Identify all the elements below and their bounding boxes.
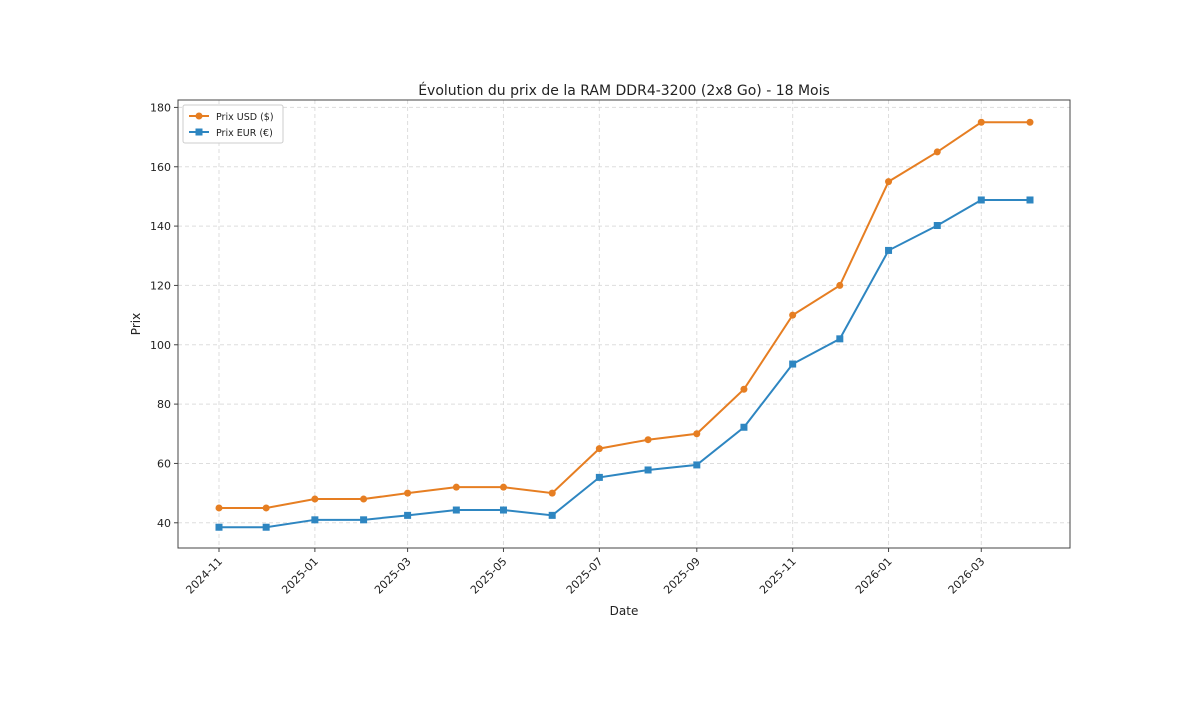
data-point-usd bbox=[452, 483, 460, 491]
data-point-eur bbox=[693, 461, 701, 469]
data-point-usd bbox=[740, 385, 748, 393]
data-point-eur bbox=[740, 423, 748, 431]
y-tick-label: 40 bbox=[157, 517, 171, 530]
data-point-eur bbox=[499, 506, 507, 514]
data-point-usd bbox=[1026, 118, 1034, 126]
data-point-usd bbox=[836, 281, 844, 289]
y-tick-label: 180 bbox=[150, 101, 171, 114]
data-point-usd bbox=[215, 504, 223, 512]
legend-marker-circle bbox=[195, 112, 203, 120]
legend-box bbox=[182, 104, 284, 144]
data-point-eur bbox=[933, 221, 941, 229]
legend-label: Prix USD ($) bbox=[216, 112, 274, 123]
y-tick-label: 80 bbox=[157, 398, 171, 411]
legend-label: Prix EUR (€) bbox=[216, 128, 273, 139]
data-point-eur bbox=[452, 506, 460, 514]
y-tick-label: 160 bbox=[150, 161, 171, 174]
data-point-usd bbox=[548, 489, 556, 497]
data-point-usd bbox=[360, 495, 368, 503]
series-line-usd bbox=[219, 121, 1030, 509]
legend: Prix USD ($) Prix EUR (€) bbox=[182, 104, 284, 144]
data-point-usd bbox=[644, 436, 652, 444]
data-point-eur bbox=[548, 511, 556, 519]
data-point-usd bbox=[885, 178, 893, 186]
data-point-usd bbox=[693, 430, 701, 438]
grid bbox=[178, 100, 1070, 548]
axis-ticks: 40 60 80 100 120 140 160 180 2024-11 2025-01 2025-… bbox=[150, 101, 987, 596]
data-point-usd bbox=[499, 483, 507, 491]
x-axis-label: Date bbox=[610, 604, 639, 618]
y-tick-label: 120 bbox=[150, 279, 171, 292]
data-point-usd bbox=[595, 445, 603, 453]
data-point-usd bbox=[404, 489, 412, 497]
data-point-eur bbox=[977, 196, 985, 204]
data-point-eur bbox=[311, 516, 319, 524]
data-point-usd bbox=[262, 504, 270, 512]
data-point-eur bbox=[789, 360, 797, 368]
y-axis-label: Prix bbox=[129, 313, 143, 335]
x-tick-label: 2025-03 bbox=[372, 555, 414, 597]
series-group bbox=[215, 118, 1034, 531]
data-point-usd bbox=[789, 311, 797, 319]
x-tick-label: 2026-03 bbox=[946, 555, 988, 597]
x-tick-label: 2025-07 bbox=[564, 555, 606, 597]
data-point-eur bbox=[836, 335, 844, 343]
data-point-eur bbox=[360, 516, 368, 524]
x-tick-label: 2025-05 bbox=[468, 555, 510, 597]
data-point-usd bbox=[311, 495, 319, 503]
data-point-eur bbox=[404, 511, 412, 519]
data-point-eur bbox=[644, 466, 652, 474]
chart-title: Évolution du prix de la RAM DDR4-3200 (2… bbox=[418, 82, 830, 99]
data-point-eur bbox=[262, 523, 270, 531]
data-point-usd bbox=[933, 148, 941, 156]
x-tick-label: 2026-01 bbox=[853, 555, 895, 597]
data-point-eur bbox=[215, 523, 223, 531]
legend-marker-square bbox=[195, 128, 203, 136]
series-line-eur bbox=[219, 198, 1030, 529]
y-tick-label: 100 bbox=[150, 339, 171, 352]
x-tick-label: 2024-11 bbox=[183, 555, 225, 597]
data-point-usd bbox=[977, 118, 985, 126]
data-point-eur bbox=[595, 473, 603, 481]
x-tick-label: 2025-11 bbox=[757, 555, 799, 597]
x-tick-label: 2025-09 bbox=[661, 555, 703, 597]
y-tick-label: 60 bbox=[157, 457, 171, 470]
y-tick-label: 140 bbox=[150, 220, 171, 233]
plot-frame bbox=[177, 99, 1071, 549]
x-tick-label: 2025-01 bbox=[279, 555, 321, 597]
data-point-eur bbox=[885, 246, 893, 254]
data-point-eur bbox=[1026, 196, 1034, 204]
